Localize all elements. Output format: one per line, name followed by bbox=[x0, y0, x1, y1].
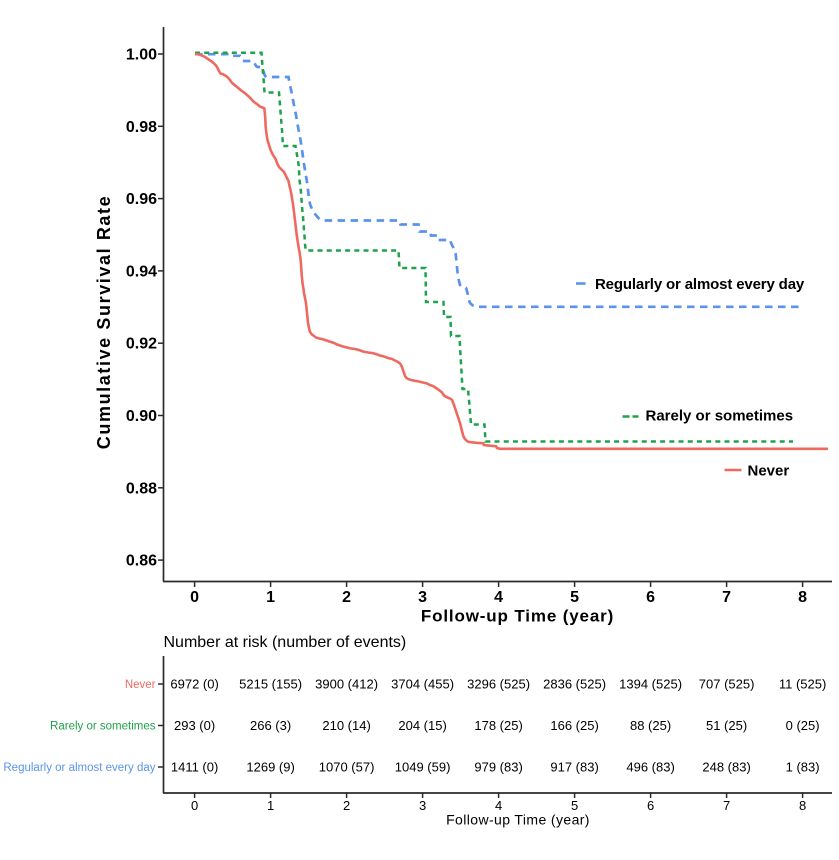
svg-text:917 (83): 917 (83) bbox=[550, 760, 598, 775]
svg-text:3: 3 bbox=[419, 798, 426, 813]
svg-text:51 (25): 51 (25) bbox=[706, 718, 747, 733]
svg-text:Regularly or almost every day: Regularly or almost every day bbox=[3, 762, 155, 774]
svg-text:0.98: 0.98 bbox=[126, 119, 157, 136]
svg-text:2: 2 bbox=[342, 589, 351, 606]
svg-text:88 (25): 88 (25) bbox=[630, 718, 671, 733]
svg-text:Follow-up Time (year): Follow-up Time (year) bbox=[446, 812, 590, 828]
svg-text:496 (83): 496 (83) bbox=[626, 760, 674, 775]
svg-text:Rarely or sometimes: Rarely or sometimes bbox=[50, 721, 156, 733]
svg-text:166 (25): 166 (25) bbox=[550, 718, 598, 733]
svg-text:1411 (0): 1411 (0) bbox=[171, 760, 218, 775]
svg-text:Number at risk (number of even: Number at risk (number of events) bbox=[164, 634, 407, 651]
svg-text:248 (83): 248 (83) bbox=[702, 760, 750, 775]
svg-text:2836 (525): 2836 (525) bbox=[543, 677, 606, 692]
svg-text:Regularly or almost every day: Regularly or almost every day bbox=[595, 276, 805, 293]
svg-text:7: 7 bbox=[723, 798, 730, 813]
svg-text:0.86: 0.86 bbox=[126, 553, 157, 570]
svg-text:707 (525): 707 (525) bbox=[699, 677, 755, 692]
svg-text:0: 0 bbox=[191, 798, 198, 813]
svg-text:Rarely or sometimes: Rarely or sometimes bbox=[646, 408, 794, 425]
svg-text:1269 (9): 1269 (9) bbox=[246, 760, 294, 775]
svg-text:11 (525): 11 (525) bbox=[779, 677, 826, 692]
svg-text:1070 (57): 1070 (57) bbox=[319, 760, 375, 775]
svg-text:3296 (525): 3296 (525) bbox=[467, 677, 530, 692]
svg-text:0.94: 0.94 bbox=[126, 263, 157, 280]
svg-text:0.88: 0.88 bbox=[126, 480, 157, 497]
svg-text:8: 8 bbox=[799, 798, 806, 813]
svg-text:0.90: 0.90 bbox=[126, 408, 157, 425]
svg-text:6: 6 bbox=[647, 798, 654, 813]
svg-text:5: 5 bbox=[570, 589, 579, 606]
svg-text:3900 (412): 3900 (412) bbox=[315, 677, 378, 692]
svg-text:3704 (455): 3704 (455) bbox=[391, 677, 454, 692]
svg-text:6972 (0): 6972 (0) bbox=[170, 677, 218, 692]
svg-text:Never: Never bbox=[125, 679, 156, 691]
svg-text:7: 7 bbox=[722, 589, 731, 606]
svg-text:Never: Never bbox=[748, 463, 790, 480]
svg-text:0.96: 0.96 bbox=[126, 191, 157, 208]
svg-text:4: 4 bbox=[494, 589, 503, 606]
svg-text:210 (14): 210 (14) bbox=[322, 718, 370, 733]
svg-text:1049 (59): 1049 (59) bbox=[395, 760, 451, 775]
svg-text:4: 4 bbox=[495, 798, 502, 813]
svg-text:2: 2 bbox=[343, 798, 350, 813]
svg-text:5: 5 bbox=[571, 798, 578, 813]
svg-text:293 (0): 293 (0) bbox=[174, 718, 215, 733]
svg-text:Follow-up Time (year): Follow-up Time (year) bbox=[421, 607, 614, 626]
svg-text:266 (3): 266 (3) bbox=[250, 718, 291, 733]
svg-text:1 (83): 1 (83) bbox=[786, 760, 820, 775]
svg-text:0: 0 bbox=[190, 589, 199, 606]
svg-text:8: 8 bbox=[798, 589, 807, 606]
svg-text:178 (25): 178 (25) bbox=[474, 718, 522, 733]
svg-text:1394 (525): 1394 (525) bbox=[619, 677, 682, 692]
svg-text:3: 3 bbox=[418, 589, 427, 606]
svg-text:204 (15): 204 (15) bbox=[398, 718, 446, 733]
svg-text:0.92: 0.92 bbox=[126, 336, 157, 353]
svg-text:5215 (155): 5215 (155) bbox=[239, 677, 302, 692]
svg-text:Cumulative Survival Rate: Cumulative Survival Rate bbox=[94, 195, 114, 449]
svg-text:979 (83): 979 (83) bbox=[474, 760, 522, 775]
svg-text:0 (25): 0 (25) bbox=[786, 718, 820, 733]
svg-text:6: 6 bbox=[646, 589, 655, 606]
svg-text:1: 1 bbox=[266, 589, 275, 606]
svg-text:1.00: 1.00 bbox=[126, 47, 157, 64]
svg-text:1: 1 bbox=[267, 798, 274, 813]
